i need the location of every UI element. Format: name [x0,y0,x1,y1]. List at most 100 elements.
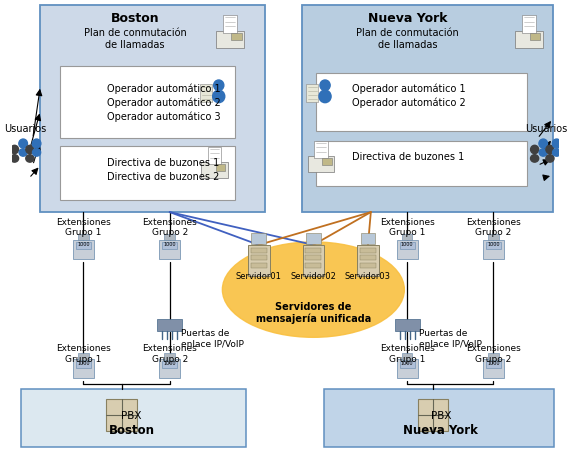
Text: de llamadas: de llamadas [377,40,437,50]
Bar [208,147,222,164]
Bar [78,234,89,241]
Bar [530,33,540,40]
Bar [59,147,235,200]
Bar [251,233,266,244]
Circle shape [539,139,548,148]
Circle shape [10,145,19,153]
Ellipse shape [213,90,225,103]
Text: Nueva York: Nueva York [368,12,447,25]
Circle shape [546,145,554,153]
Ellipse shape [553,149,561,156]
Text: Operador automático 2: Operador automático 2 [352,98,465,109]
Bar [522,15,536,33]
Bar [397,240,418,258]
Bar [514,31,543,48]
Bar [360,255,376,260]
Bar [164,234,175,241]
Text: Extensiones
Grupo 2: Extensiones Grupo 2 [466,218,521,237]
Text: Extensiones
Grupo 1: Extensiones Grupo 1 [56,218,111,237]
Bar [486,361,501,369]
Bar [162,242,177,249]
Bar [305,263,321,268]
Bar [400,361,415,369]
Text: PBX: PBX [431,411,451,421]
Bar [483,240,504,258]
Text: 1000: 1000 [163,361,176,366]
Circle shape [530,145,538,153]
Ellipse shape [10,155,19,162]
Ellipse shape [530,155,538,162]
Bar [483,359,504,378]
Bar [486,242,501,249]
Bar [305,255,321,260]
Bar [316,141,527,186]
Text: Operador automático 1: Operador automático 1 [107,84,221,94]
Text: Puertas de
enlace IP/VoIP: Puertas de enlace IP/VoIP [419,329,481,349]
Bar [202,163,228,178]
Bar [231,33,242,40]
Text: Servidor01: Servidor01 [236,272,282,281]
Text: 1000: 1000 [487,361,500,366]
Bar [59,66,235,138]
Text: 1000: 1000 [401,361,413,366]
Bar [159,240,180,258]
Text: Usuarios: Usuarios [4,123,46,133]
Text: PBX: PBX [121,411,142,421]
Text: Directiva de buzones 1: Directiva de buzones 1 [352,153,464,163]
Text: Servidor02: Servidor02 [291,272,336,281]
Bar [306,84,319,102]
Bar [76,242,91,249]
Bar [488,353,498,360]
Bar [76,361,91,369]
Text: Operador automático 3: Operador automático 3 [107,112,221,122]
Circle shape [320,80,330,90]
Text: Extensiones
Grupo 2: Extensiones Grupo 2 [466,344,521,364]
Text: Boston: Boston [111,12,159,25]
Bar [162,361,177,369]
Bar [251,255,267,260]
Circle shape [26,145,34,153]
Text: Operador automático 1: Operador automático 1 [352,84,465,94]
Text: Plan de conmutación: Plan de conmutación [83,28,186,38]
Bar [248,245,270,276]
Ellipse shape [319,90,331,103]
Bar [216,164,226,171]
Bar [157,320,182,331]
Bar [402,353,412,360]
Bar [314,141,328,158]
Bar [159,359,180,378]
Bar [73,240,94,258]
Bar [303,245,324,276]
Bar [402,234,412,241]
Bar [21,389,246,447]
Bar [360,248,376,252]
Ellipse shape [222,242,404,337]
Bar [305,248,321,252]
Text: Extensiones
Grupo 1: Extensiones Grupo 1 [56,344,111,364]
Text: Plan de conmutación: Plan de conmutación [356,28,459,38]
Circle shape [552,139,561,148]
Circle shape [19,139,27,148]
Bar [397,359,418,378]
Bar [400,242,415,249]
Text: Servidores de
mensajería unificada: Servidores de mensajería unificada [256,301,371,324]
Ellipse shape [19,149,27,156]
Bar [302,5,553,212]
Ellipse shape [33,149,41,156]
Bar [488,234,498,241]
Text: 1000: 1000 [77,361,90,366]
Circle shape [32,139,41,148]
Text: Extensiones
Grupo 2: Extensiones Grupo 2 [142,344,197,364]
Text: Extensiones
Grupo 2: Extensiones Grupo 2 [142,218,197,237]
Bar [73,359,94,378]
Text: 1000: 1000 [163,242,176,247]
Bar [164,353,175,360]
Text: Operador automático 2: Operador automático 2 [107,98,221,109]
Bar [323,158,332,165]
Bar [418,399,448,431]
Text: Directiva de buzones 2: Directiva de buzones 2 [107,173,220,183]
Text: Nueva York: Nueva York [403,424,478,437]
Text: 1000: 1000 [401,242,413,247]
Text: Usuarios: Usuarios [525,123,567,133]
Bar [200,84,212,102]
